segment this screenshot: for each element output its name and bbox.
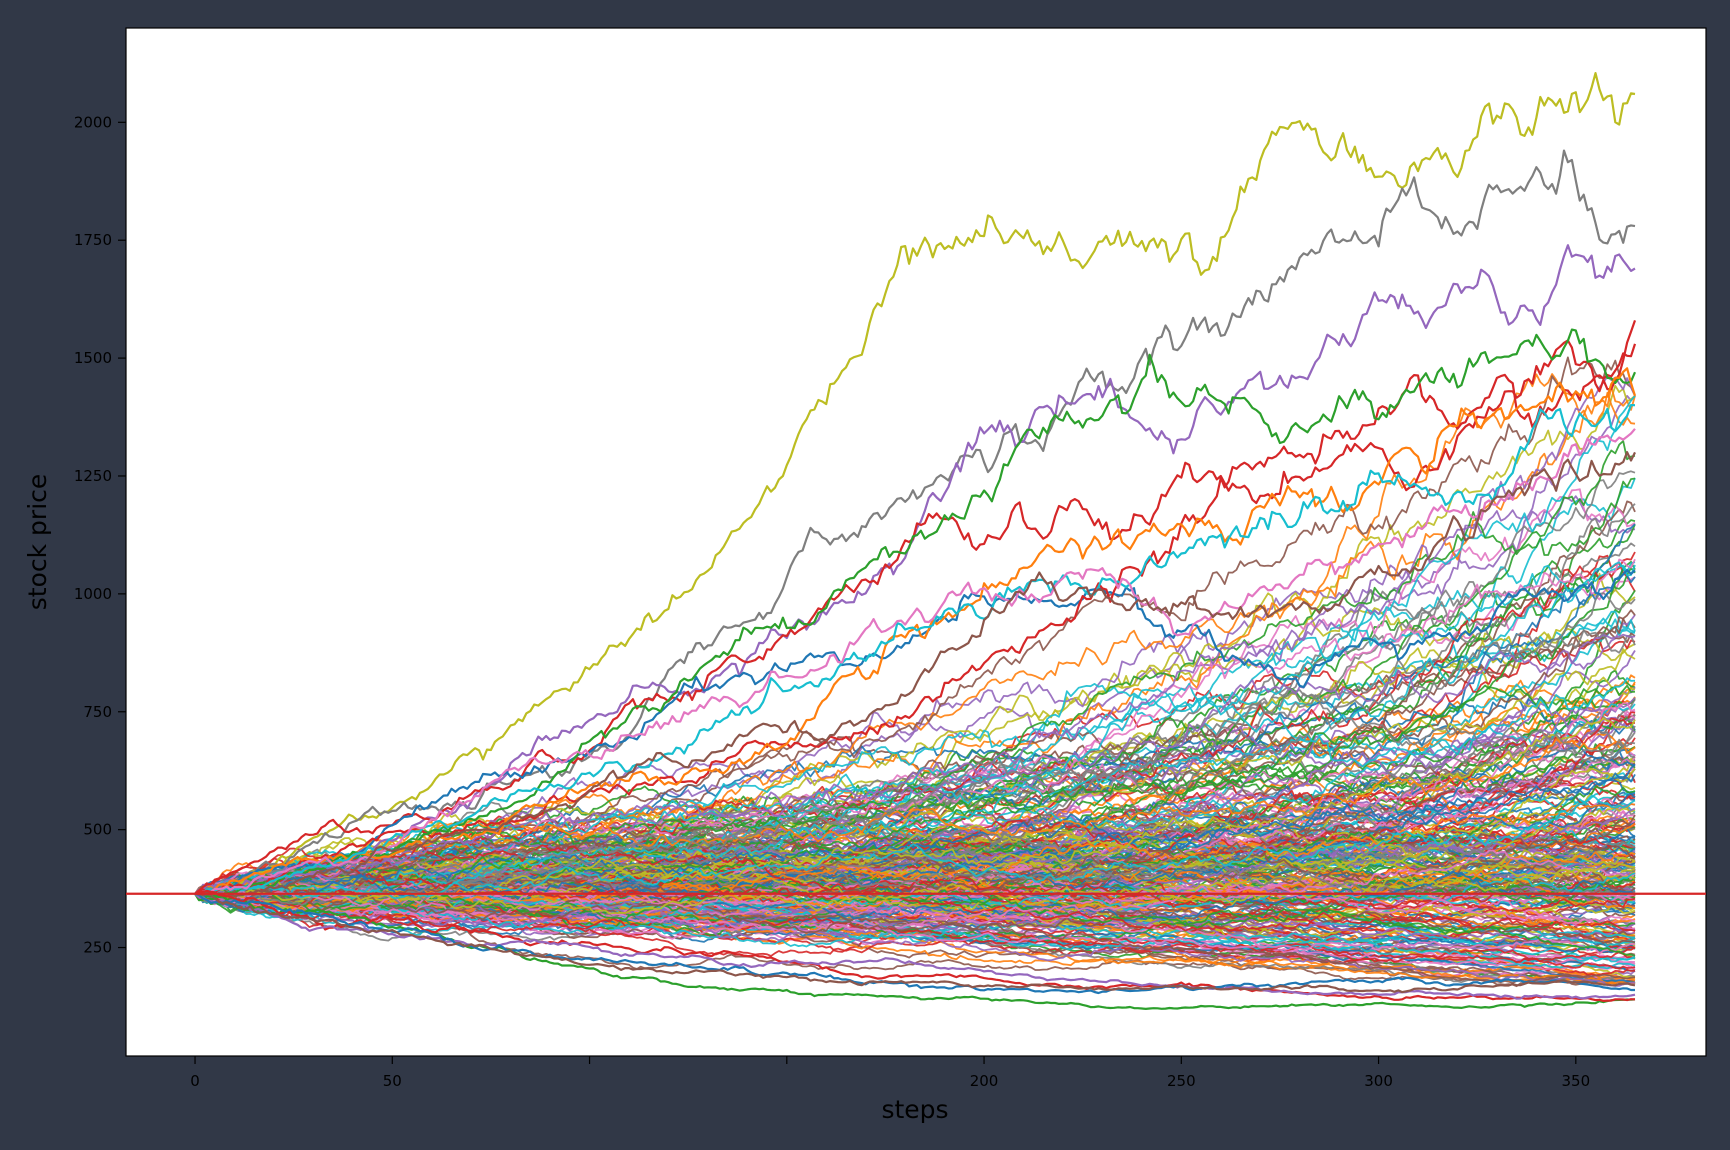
background-path [194, 686, 1636, 900]
x-tick-label: 350 [1561, 1072, 1590, 1090]
background-path [194, 887, 1636, 988]
x-tick-label: 300 [1364, 1072, 1393, 1090]
x-tick-label: 200 [970, 1072, 999, 1090]
background-path [194, 744, 1636, 909]
series-line [194, 404, 1636, 895]
background-path [195, 717, 1636, 910]
background-path [194, 677, 1636, 899]
y-axis: 250 500 750 1000 1250 1500 1750 2000 [74, 113, 126, 957]
background-path [194, 736, 1636, 906]
series-line [194, 893, 1636, 1011]
background-path [194, 748, 1636, 896]
background-path [194, 807, 1636, 929]
y-axis-label: stock price [23, 474, 52, 611]
background-path [194, 627, 1636, 898]
y-tick-label: 250 [83, 939, 112, 957]
series-line [194, 892, 1635, 995]
background-path [194, 561, 1636, 895]
series-line [194, 328, 1637, 902]
y-tick-label: 500 [83, 821, 112, 839]
y-tick-label: 1750 [74, 231, 112, 249]
y-tick-label: 1000 [74, 585, 112, 603]
background-path [194, 610, 1636, 897]
background-path [194, 877, 1636, 933]
x-tick-label: 0 [190, 1072, 200, 1090]
series-line [194, 889, 1636, 1003]
series-line [194, 428, 1636, 895]
background-path [194, 836, 1636, 899]
y-tick-label: 1250 [74, 467, 112, 485]
y-tick-label: 2000 [74, 113, 112, 131]
background-path [195, 384, 1636, 895]
series-line [194, 568, 1636, 898]
y-tick-label: 750 [83, 703, 112, 721]
background-path [194, 845, 1636, 906]
background-path [194, 875, 1636, 923]
background-path [194, 669, 1636, 895]
background-path [194, 863, 1636, 915]
background-path [194, 375, 1636, 896]
background-paths-layer [194, 356, 1636, 988]
series-line [194, 149, 1636, 896]
x-axis: 0 50 200 250 300 350 [190, 1056, 1590, 1090]
y-tick-label: 1500 [74, 349, 112, 367]
series-line [194, 892, 1636, 1000]
background-path [194, 892, 1636, 966]
x-tick-label: 250 [1167, 1072, 1196, 1090]
series-line [194, 451, 1636, 898]
x-axis-label: steps [881, 1095, 948, 1124]
background-path [194, 893, 1636, 986]
background-path [194, 892, 1636, 970]
series-layer [194, 71, 1637, 1011]
background-path [194, 892, 1636, 955]
background-path [194, 824, 1636, 904]
background-path [194, 633, 1636, 897]
series-line [194, 71, 1636, 896]
x-tick-label: 50 [383, 1072, 402, 1090]
background-path [194, 892, 1636, 971]
series-line [194, 892, 1636, 994]
series-line [194, 343, 1637, 895]
background-path [194, 561, 1636, 898]
